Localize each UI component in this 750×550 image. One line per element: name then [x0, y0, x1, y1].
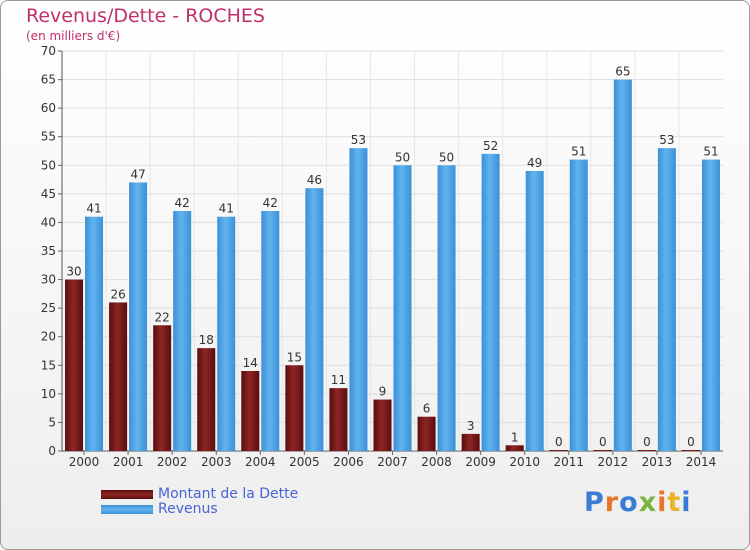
data-label-dette: 15 [287, 350, 302, 364]
bar-dette [681, 450, 700, 451]
bar-dette [417, 416, 436, 451]
bar-dette [461, 433, 480, 451]
bar-revenus [129, 182, 148, 451]
bar-dette [153, 325, 172, 451]
data-label-dette: 0 [555, 435, 563, 449]
data-label-revenus: 51 [703, 145, 718, 159]
bar-dette [65, 279, 84, 451]
x-tick-label: 2006 [333, 455, 364, 469]
y-tick-label: 30 [41, 273, 56, 287]
bar-dette [197, 348, 216, 451]
bar-revenus [393, 165, 412, 452]
bar-revenus [305, 188, 324, 451]
data-label-dette: 0 [599, 435, 607, 449]
data-label-revenus: 42 [263, 196, 278, 210]
data-label-dette: 22 [155, 310, 170, 324]
y-tick-label: 25 [41, 301, 56, 315]
data-label-revenus: 51 [571, 145, 586, 159]
data-label-revenus: 41 [219, 202, 234, 216]
bar-revenus [657, 148, 676, 451]
y-tick-label: 10 [41, 387, 56, 401]
bar-revenus [613, 79, 632, 452]
data-label-dette: 30 [66, 265, 81, 279]
x-tick-label: 2012 [598, 455, 629, 469]
legend-label-dette: Montant de la Dette [158, 486, 299, 502]
proxiti-logo: Proxiti [584, 487, 692, 518]
data-label-dette: 6 [423, 402, 431, 416]
x-tick-label: 2001 [113, 455, 144, 469]
bar-dette [593, 450, 612, 451]
bar-revenus [261, 211, 280, 451]
bar-revenus [701, 159, 720, 452]
data-label-dette: 0 [687, 435, 695, 449]
bar-revenus [349, 148, 368, 451]
data-label-revenus: 52 [483, 139, 498, 153]
y-tick-label: 20 [41, 330, 56, 344]
x-tick-label: 2014 [686, 455, 717, 469]
chart-subtitle: (en milliers d'€) [26, 29, 121, 43]
y-tick-label: 5 [48, 415, 56, 429]
data-label-revenus: 49 [527, 156, 542, 170]
legend-label-revenus: Revenus [158, 501, 218, 517]
bar-dette [637, 450, 656, 451]
bar-revenus [85, 216, 104, 451]
bar-dette [241, 371, 260, 451]
data-label-revenus: 53 [659, 133, 674, 147]
y-tick-label: 55 [41, 130, 56, 144]
data-label-revenus: 65 [615, 65, 630, 79]
bar-dette [109, 302, 128, 451]
bar-dette [549, 450, 568, 451]
y-tick-label: 50 [41, 158, 56, 172]
x-tick-label: 2005 [289, 455, 320, 469]
bar-dette [285, 365, 304, 451]
y-tick-label: 45 [41, 187, 56, 201]
x-tick-label: 2004 [245, 455, 276, 469]
data-label-dette: 18 [199, 333, 214, 347]
x-tick-label: 2009 [465, 455, 496, 469]
chart-title: Revenus/Dette - ROCHES [26, 5, 265, 27]
x-tick-label: 2013 [642, 455, 673, 469]
y-tick-label: 60 [41, 101, 56, 115]
x-tick-label: 2002 [157, 455, 188, 469]
data-label-dette: 26 [110, 287, 125, 301]
data-label-dette: 11 [331, 373, 346, 387]
y-tick-label: 0 [48, 444, 56, 458]
bar-revenus [217, 216, 236, 451]
bar-revenus [437, 165, 456, 452]
bar-revenus [525, 171, 544, 451]
y-tick-label: 65 [41, 73, 56, 87]
y-tick-label: 15 [41, 358, 56, 372]
data-label-revenus: 50 [395, 150, 410, 164]
data-label-dette: 1 [511, 430, 519, 444]
y-tick-label: 40 [41, 215, 56, 229]
x-tick-label: 2007 [377, 455, 408, 469]
bar-dette [373, 399, 392, 451]
bar-dette [329, 388, 348, 451]
data-label-revenus: 46 [307, 173, 322, 187]
bar-revenus [173, 211, 192, 451]
data-label-dette: 3 [467, 419, 475, 433]
data-label-revenus: 53 [351, 133, 366, 147]
legend-swatch-dette [101, 490, 153, 499]
data-label-revenus: 47 [130, 167, 145, 181]
data-label-revenus: 50 [439, 150, 454, 164]
x-tick-label: 2011 [553, 455, 584, 469]
data-label-revenus: 41 [86, 202, 101, 216]
y-tick-label: 70 [41, 44, 56, 58]
legend-swatch-revenus [101, 505, 153, 514]
x-tick-label: 2003 [201, 455, 232, 469]
x-tick-label: 2008 [421, 455, 452, 469]
y-tick-label: 35 [41, 244, 56, 258]
bar-revenus [481, 153, 500, 451]
bar-dette [505, 445, 524, 451]
x-tick-label: 2010 [509, 455, 540, 469]
data-label-dette: 0 [643, 435, 651, 449]
bar-revenus [569, 159, 588, 452]
data-label-dette: 9 [379, 385, 387, 399]
data-label-revenus: 42 [175, 196, 190, 210]
x-tick-label: 2000 [69, 455, 100, 469]
data-label-dette: 14 [243, 356, 258, 370]
